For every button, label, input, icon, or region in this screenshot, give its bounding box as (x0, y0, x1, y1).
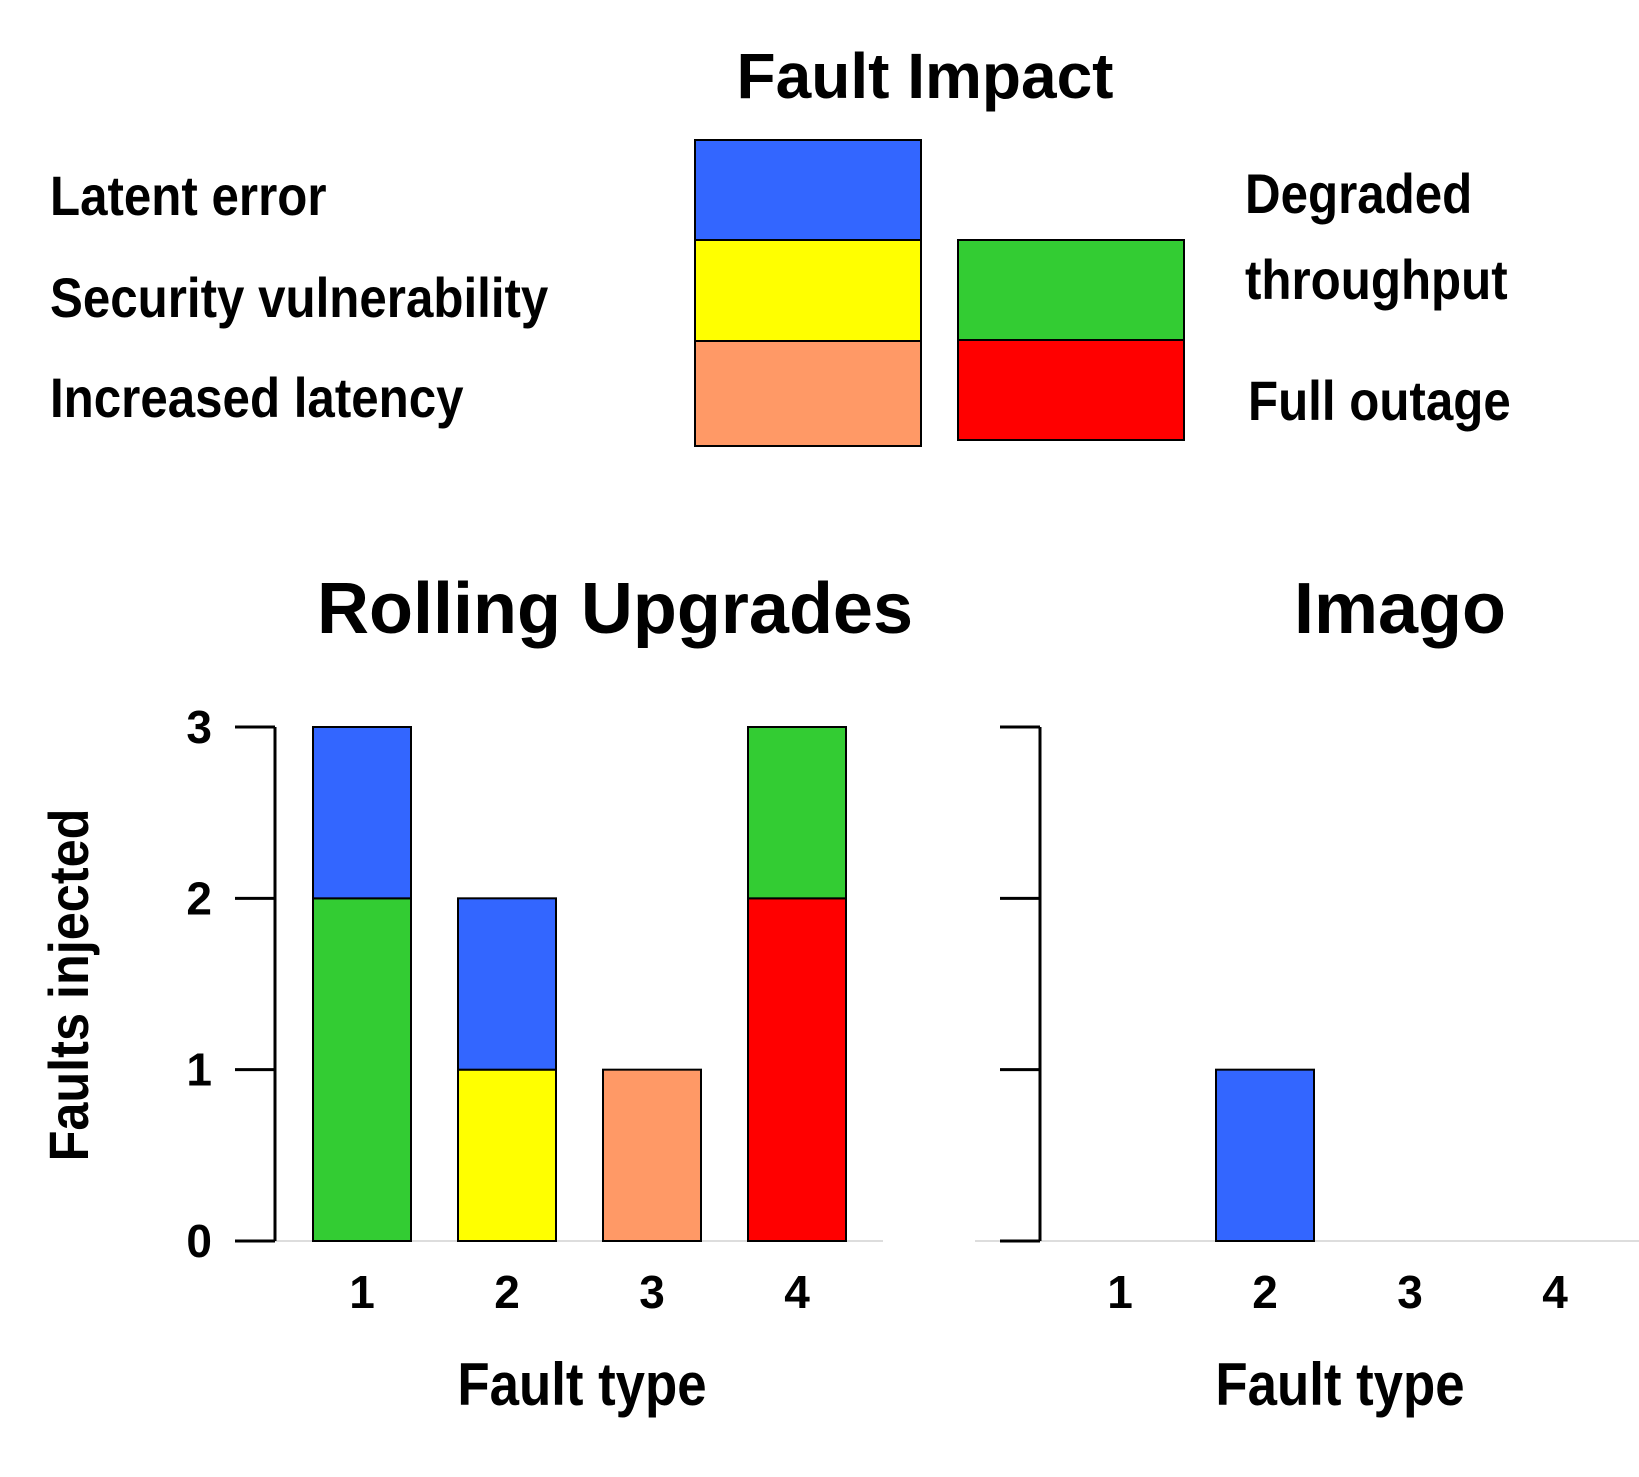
legend-swatch (694, 340, 922, 447)
chart-title: Rolling Upgrades (317, 569, 913, 649)
y-axis-label: Faults injected (39, 809, 101, 1162)
bar-segment (602, 1068, 702, 1242)
bar-segment (747, 726, 847, 900)
bar-segment (312, 897, 412, 1242)
chart-title: Imago (1294, 569, 1506, 649)
x-tick-label: 2 (1252, 1266, 1278, 1318)
legend-title: Fault Impact (737, 40, 1114, 112)
legend-swatch (957, 339, 1185, 441)
legend-swatch (957, 239, 1185, 341)
legend-swatch (694, 239, 922, 342)
bar-segment (312, 726, 412, 900)
legend-label: Full outage (1248, 370, 1511, 433)
legend-label: Degraded throughput (1245, 163, 1508, 312)
bar-segment (1215, 1068, 1315, 1242)
legend-swatch (694, 139, 922, 241)
bar-segment (457, 1068, 557, 1242)
x-axis-label: Fault type (457, 1351, 706, 1418)
x-tick-label: 4 (1542, 1266, 1568, 1318)
legend-label: Security vulnerability (50, 267, 549, 330)
x-tick-label: 1 (349, 1266, 375, 1318)
x-tick-label: 2 (494, 1266, 520, 1318)
x-tick-label: 3 (1397, 1266, 1423, 1318)
y-tick-label: 2 (186, 872, 212, 924)
x-axis-label: Fault type (1215, 1351, 1464, 1418)
x-tick-label: 3 (639, 1266, 665, 1318)
legend-label: Increased latency (50, 367, 464, 430)
legend-label: Latent error (50, 165, 327, 228)
x-tick-label: 4 (784, 1266, 810, 1318)
bar-segment (457, 897, 557, 1071)
y-tick-label: 0 (186, 1215, 212, 1267)
bar-segment (747, 897, 847, 1242)
y-tick-label: 3 (186, 701, 212, 753)
y-tick-label: 1 (186, 1044, 212, 1096)
x-tick-label: 1 (1107, 1266, 1133, 1318)
